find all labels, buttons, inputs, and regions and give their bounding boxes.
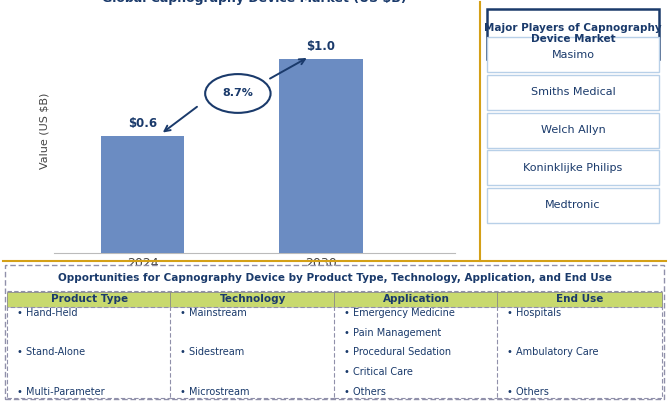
- Text: • Stand-Alone: • Stand-Alone: [17, 347, 85, 358]
- Text: • Sidestream: • Sidestream: [180, 347, 244, 358]
- FancyBboxPatch shape: [487, 75, 659, 110]
- Text: Welch Allyn: Welch Allyn: [541, 125, 605, 135]
- Text: $0.6: $0.6: [128, 117, 157, 130]
- FancyBboxPatch shape: [498, 307, 662, 398]
- Bar: [280, 59, 363, 252]
- Text: Opportunities for Capnography Device by Product Type, Technology, Application, a: Opportunities for Capnography Device by …: [58, 273, 611, 283]
- Text: • Hand-Held: • Hand-Held: [17, 308, 77, 318]
- Text: • Mainstream: • Mainstream: [180, 308, 247, 318]
- Text: • Emergency Medicine: • Emergency Medicine: [344, 308, 455, 318]
- FancyBboxPatch shape: [7, 292, 171, 307]
- Y-axis label: Value (US $B): Value (US $B): [39, 93, 50, 170]
- Text: • Others: • Others: [344, 387, 385, 397]
- Text: $1.0: $1.0: [306, 40, 336, 53]
- Text: • Hospitals: • Hospitals: [507, 308, 561, 318]
- FancyBboxPatch shape: [170, 307, 335, 398]
- Text: Masimo: Masimo: [551, 50, 595, 60]
- FancyBboxPatch shape: [5, 265, 664, 400]
- FancyBboxPatch shape: [487, 112, 659, 147]
- FancyBboxPatch shape: [170, 292, 335, 307]
- Text: • Pain Management: • Pain Management: [344, 328, 441, 338]
- FancyBboxPatch shape: [334, 307, 499, 398]
- Text: • Microstream: • Microstream: [180, 387, 250, 397]
- Text: Smiths Medical: Smiths Medical: [531, 88, 615, 97]
- Text: Major Players of Capnography
Device Market: Major Players of Capnography Device Mark…: [484, 23, 662, 44]
- FancyBboxPatch shape: [7, 307, 171, 398]
- FancyBboxPatch shape: [487, 150, 659, 185]
- Bar: [101, 136, 185, 252]
- Text: Medtronic: Medtronic: [545, 200, 601, 210]
- Text: Technology: Technology: [219, 295, 286, 305]
- FancyBboxPatch shape: [334, 292, 499, 307]
- FancyBboxPatch shape: [487, 187, 659, 223]
- FancyBboxPatch shape: [498, 292, 662, 307]
- Text: • Ambulatory Care: • Ambulatory Care: [507, 347, 599, 358]
- FancyBboxPatch shape: [487, 8, 659, 59]
- Text: • Critical Care: • Critical Care: [344, 367, 413, 377]
- Text: 8.7%: 8.7%: [222, 88, 254, 99]
- FancyBboxPatch shape: [487, 38, 659, 72]
- Text: End Use: End Use: [556, 295, 603, 305]
- Text: Product Type: Product Type: [51, 295, 128, 305]
- Title: Global Capnography Device Market (US $B): Global Capnography Device Market (US $B): [102, 0, 407, 5]
- Text: • Multi-Parameter: • Multi-Parameter: [17, 387, 104, 397]
- Text: Source: Lucintel: Source: Lucintel: [401, 290, 495, 301]
- Text: • Others: • Others: [507, 387, 549, 397]
- Text: Koninklijke Philips: Koninklijke Philips: [523, 163, 623, 173]
- Text: Application: Application: [383, 295, 450, 305]
- Text: • Procedural Sedation: • Procedural Sedation: [344, 347, 451, 358]
